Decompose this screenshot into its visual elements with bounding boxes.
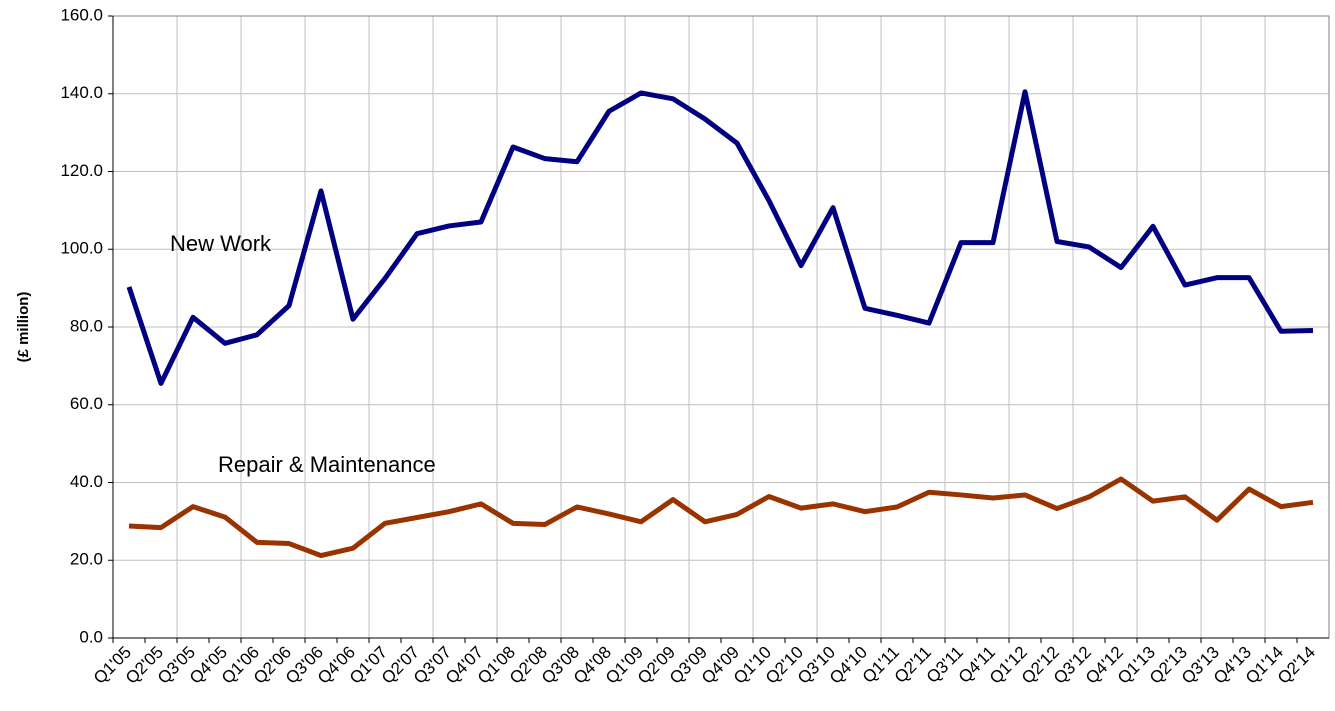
y-tick-label: 20.0 bbox=[70, 550, 103, 569]
y-tick-label: 40.0 bbox=[70, 472, 103, 491]
y-tick-label: 120.0 bbox=[60, 161, 103, 180]
y-tick-label: 80.0 bbox=[70, 316, 103, 335]
series-line bbox=[126, 89, 1314, 386]
series-annotation: New Work bbox=[170, 231, 272, 256]
y-tick-label: 60.0 bbox=[70, 394, 103, 413]
y-tick-label: 140.0 bbox=[60, 83, 103, 102]
y-tick-label: 0.0 bbox=[79, 627, 103, 646]
series-line bbox=[128, 476, 1314, 559]
x-tick-label: Q4'10 bbox=[826, 643, 871, 688]
y-tick-label: 100.0 bbox=[60, 239, 103, 258]
series-annotation: Repair & Maintenance bbox=[218, 452, 436, 477]
y-axis-label: (£ million) bbox=[15, 292, 32, 363]
y-tick-label: 160.0 bbox=[60, 5, 103, 24]
x-tick-label: Q2'14 bbox=[1274, 643, 1319, 688]
